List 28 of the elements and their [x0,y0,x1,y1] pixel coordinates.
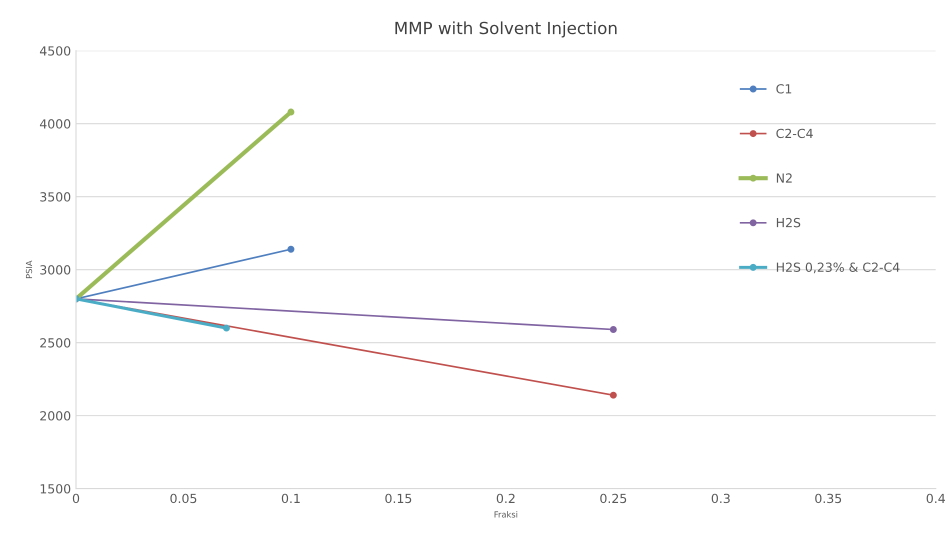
y-tick-label: 4000 [40,119,70,129]
point [610,392,617,399]
x-tick-label: 0.1 [282,494,300,504]
x-tick-label: 0.2 [496,494,515,504]
x-tick-label: 0.25 [600,494,626,504]
x-tick-label: 0.15 [385,494,412,504]
x-tick-label: 0.4 [926,494,945,504]
legend-label: N2 [776,173,792,183]
point [222,324,230,332]
y-tick-label: 3000 [40,265,70,275]
legend-label: C1 [776,84,792,94]
x-axis-title: Fraksi [494,511,518,518]
x-tick-label: 0.35 [815,494,842,504]
legend-label: H2S [776,218,800,228]
point [287,246,294,253]
y-tick-label: 2500 [40,338,70,348]
y-tick-label: 2000 [40,411,70,421]
y-tick-label: 4500 [40,46,70,56]
y-tick-label: 1500 [40,484,70,494]
x-tick-label: 0.3 [712,494,730,504]
x-tick-label: 0 [72,494,80,504]
point [287,108,294,116]
x-tick-label: 0.05 [170,494,196,504]
legend-label: H2S 0,23% & C2-C4 [776,262,900,274]
chart-title: MMP with Solvent Injection [395,21,617,38]
legend-label: C2-C4 [776,128,813,138]
y-axis-title: PSIA [26,260,32,278]
y-tick-label: 3500 [40,192,70,202]
